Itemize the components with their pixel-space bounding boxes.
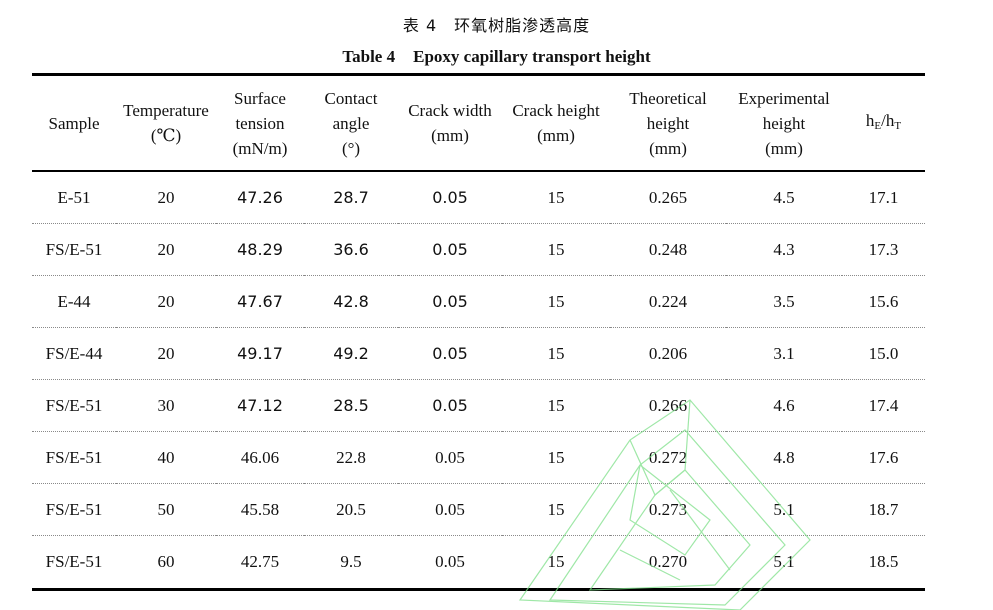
cell-crack-width: 0.05	[398, 431, 502, 484]
cell-contact-angle: 36.6	[304, 223, 398, 276]
cell-experimental-height: 4.3	[726, 223, 842, 276]
cell-crack-height: 15	[502, 223, 610, 276]
cell-crack-height: 15	[502, 170, 610, 224]
cell-sample: E-44	[32, 275, 116, 328]
cell-crack-height: 15	[502, 275, 610, 328]
header-crack-width: Crack width (mm)	[408, 101, 492, 145]
cell-crack-height: 15	[502, 431, 610, 484]
cell-theoretical-height: 0.272	[610, 431, 726, 484]
cell-surface-tension: 49.17	[216, 327, 304, 380]
header-contact-angle: Contact angle (°)	[324, 88, 378, 158]
header-surface-tension: Surface tension (mN/m)	[232, 88, 288, 158]
table-row: FS/E-51 30 47.12 28.5 0.05 15 0.266 4.6 17.4	[32, 379, 925, 432]
header-height-ratio: hE/hT	[865, 110, 902, 132]
cell-crack-width: 0.05	[435, 551, 465, 571]
cell-surface-tension: 47.12	[216, 379, 304, 432]
header-temperature: Temperature (℃)	[123, 101, 209, 145]
cell-crack-width: 0.05	[398, 379, 502, 432]
cell-theoretical-height: 0.224	[610, 275, 726, 328]
cell-theoretical-height: 0.265	[610, 170, 726, 224]
cell-height-ratio: 15.6	[842, 275, 925, 328]
cell-sample: FS/E-44	[32, 327, 116, 380]
cell-theoretical-height: 0.248	[610, 223, 726, 276]
table-row: FS/E-51 60 42.75 9.5 0.05 15 0.270 5.1 18.5	[32, 536, 925, 588]
table-caption-english: Table 4 Epoxy capillary transport height	[0, 47, 993, 67]
cell-theoretical-height: 0.270	[648, 551, 688, 571]
cell-crack-height: 15	[502, 483, 610, 536]
cell-temperature: 60	[157, 551, 175, 571]
data-table: Sample Temperature (℃) Surface tension (mN/…	[32, 76, 925, 587]
cell-temperature: 40	[116, 431, 216, 484]
cell-sample: E-51	[32, 170, 116, 224]
table-number: Table 4	[342, 47, 396, 66]
table-body: E-51 20 47.26 28.7 0.05 15 0.265 4.5 17.1 FS/E-51…	[32, 170, 925, 587]
cell-contact-angle: 42.8	[304, 275, 398, 328]
cell-temperature: 20	[116, 275, 216, 328]
cell-sample: FS/E-51	[32, 379, 116, 432]
cell-contact-angle: 20.5	[304, 483, 398, 536]
cell-temperature: 20	[116, 327, 216, 380]
cell-temperature: 30	[116, 379, 216, 432]
table-row: FS/E-51 40 46.06 22.8 0.05 15 0.272 4.8 17.6	[32, 431, 925, 484]
header-experimental-height: Experimental height (mm)	[738, 88, 830, 158]
cell-height-ratio: 15.0	[842, 327, 925, 380]
cell-temperature: 20	[116, 223, 216, 276]
bottom-rule	[32, 588, 925, 591]
cell-crack-height: 15	[502, 327, 610, 380]
table-row: E-44 20 47.67 42.8 0.05 15 0.224 3.5 15.6	[32, 275, 925, 328]
cell-temperature: 50	[116, 483, 216, 536]
cell-surface-tension: 42.75	[240, 551, 280, 571]
cell-contact-angle: 28.5	[304, 379, 398, 432]
cell-crack-width: 0.05	[398, 170, 502, 224]
cell-theoretical-height: 0.266	[610, 379, 726, 432]
cell-surface-tension: 47.26	[216, 170, 304, 224]
cell-experimental-height: 3.1	[726, 327, 842, 380]
cell-temperature: 20	[116, 170, 216, 224]
table-row: FS/E-51 50 45.58 20.5 0.05 15 0.273 5.1 18.7	[32, 483, 925, 536]
cell-experimental-height: 5.1	[726, 483, 842, 536]
cell-crack-width: 0.05	[398, 327, 502, 380]
cell-experimental-height: 4.8	[726, 431, 842, 484]
cell-experimental-height: 5.1	[773, 551, 795, 571]
header-theoretical-height: Theoretical height (mm)	[629, 88, 707, 158]
header-sample: Sample	[48, 113, 100, 133]
table-caption-chinese: 表 4 环氧树脂渗透高度	[402, 16, 591, 35]
cell-crack-height: 15	[502, 379, 610, 432]
cell-height-ratio: 17.4	[842, 379, 925, 432]
cell-experimental-height: 4.5	[726, 170, 842, 224]
header-row: Sample Temperature (℃) Surface tension (mN/…	[32, 76, 925, 170]
cell-surface-tension: 46.06	[216, 431, 304, 484]
table-row: FS/E-44 20 49.17 49.2 0.05 15 0.206 3.1 15.0	[32, 327, 925, 380]
cell-surface-tension: 48.29	[216, 223, 304, 276]
cell-height-ratio: 18.5	[868, 551, 899, 571]
cell-surface-tension: 45.58	[216, 483, 304, 536]
cell-experimental-height: 4.6	[726, 379, 842, 432]
cell-contact-angle: 9.5	[340, 551, 362, 571]
cell-contact-angle: 22.8	[304, 431, 398, 484]
cell-sample: FS/E-51	[32, 483, 116, 536]
cell-crack-width: 0.05	[398, 275, 502, 328]
cell-height-ratio: 18.7	[842, 483, 925, 536]
cell-crack-width: 0.05	[398, 223, 502, 276]
cell-crack-width: 0.05	[398, 483, 502, 536]
cell-height-ratio: 17.6	[842, 431, 925, 484]
cell-experimental-height: 3.5	[726, 275, 842, 328]
cell-height-ratio: 17.3	[842, 223, 925, 276]
cell-surface-tension: 47.67	[216, 275, 304, 328]
top-rule	[32, 73, 925, 76]
cell-sample: FS/E-51	[45, 551, 103, 571]
cell-theoretical-height: 0.206	[610, 327, 726, 380]
table-row: E-51 20 47.26 28.7 0.05 15 0.265 4.5 17.1	[32, 170, 925, 224]
cell-crack-height: 15	[547, 551, 565, 571]
table-row: FS/E-51 20 48.29 36.6 0.05 15 0.248 4.3 17.3	[32, 223, 925, 276]
cell-sample: FS/E-51	[32, 431, 116, 484]
cell-contact-angle: 49.2	[304, 327, 398, 380]
cell-theoretical-height: 0.273	[610, 483, 726, 536]
cell-height-ratio: 17.1	[842, 170, 925, 224]
table-title: Epoxy capillary transport height	[413, 47, 651, 66]
header-crack-height: Crack height (mm)	[512, 101, 600, 145]
cell-sample: FS/E-51	[32, 223, 116, 276]
cell-contact-angle: 28.7	[304, 170, 398, 224]
